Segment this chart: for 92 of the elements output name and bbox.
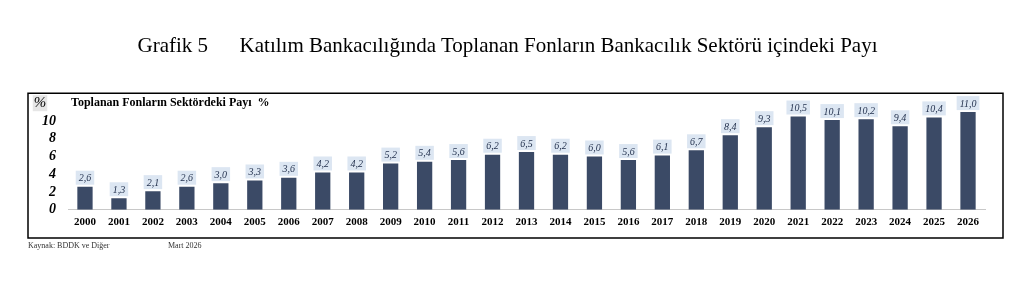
x-tick-label: 2022 bbox=[821, 215, 844, 228]
bar bbox=[145, 191, 161, 210]
bar bbox=[790, 116, 806, 210]
x-tick-label: 2016 bbox=[617, 215, 640, 228]
x-tick-label: 2010 bbox=[413, 215, 437, 228]
bar bbox=[518, 152, 535, 210]
bar bbox=[416, 161, 433, 210]
data-label: 2,1 bbox=[146, 176, 160, 188]
y-tick-label: 4 bbox=[48, 165, 56, 181]
bar bbox=[281, 177, 297, 210]
bar bbox=[450, 160, 467, 210]
data-label: 9,3 bbox=[757, 112, 771, 124]
x-tick-label: 2009 bbox=[379, 215, 403, 228]
bar bbox=[552, 154, 569, 210]
data-label: 6,0 bbox=[588, 142, 601, 154]
bar bbox=[722, 135, 738, 210]
x-tick-label: 2012 bbox=[481, 215, 505, 228]
x-tick-label: 2008 bbox=[345, 215, 369, 228]
bar bbox=[926, 117, 942, 210]
bar bbox=[213, 183, 229, 210]
bar bbox=[349, 172, 365, 210]
data-label: 6,1 bbox=[656, 141, 669, 153]
bar bbox=[620, 160, 637, 210]
data-label: 6,2 bbox=[486, 140, 499, 152]
bar bbox=[77, 186, 93, 210]
y-tick-label: 0 bbox=[49, 201, 56, 217]
bar bbox=[858, 119, 874, 210]
x-tick-label: 2006 bbox=[277, 215, 301, 228]
bar bbox=[247, 180, 263, 210]
bar bbox=[654, 155, 670, 210]
data-label: 11,0 bbox=[959, 97, 977, 109]
data-label: 5,2 bbox=[384, 149, 397, 161]
x-tick-label: 2007 bbox=[311, 215, 335, 228]
chart-subtitle: Toplanan Fonların Sektördeki Payı % bbox=[71, 95, 270, 110]
data-label: 5,4 bbox=[418, 147, 431, 159]
data-label: 6,7 bbox=[690, 135, 704, 147]
x-tick-label: 2026 bbox=[957, 215, 980, 228]
data-label: 2,6 bbox=[180, 172, 194, 184]
bar bbox=[484, 154, 501, 210]
x-tick-label: 2002 bbox=[141, 215, 165, 228]
x-tick-label: 2023 bbox=[855, 215, 878, 228]
x-tick-label: 2020 bbox=[753, 215, 776, 228]
bar bbox=[756, 127, 772, 210]
data-label: 4,2 bbox=[350, 158, 363, 170]
text: Kaynak: BDDK ve Diğer bbox=[28, 241, 110, 251]
x-tick-label: 2013 bbox=[515, 215, 538, 228]
x-tick-label: 2019 bbox=[719, 215, 742, 228]
bar bbox=[960, 112, 976, 210]
x-tick-label: 2003 bbox=[175, 215, 199, 228]
x-tick-label: 2024 bbox=[889, 215, 912, 228]
bar bbox=[315, 172, 331, 210]
x-tick-label: 2017 bbox=[651, 215, 674, 228]
bar bbox=[179, 186, 195, 210]
y-tick-label: 2 bbox=[48, 183, 56, 199]
data-label: 3,3 bbox=[247, 166, 262, 178]
y-tick-label: 10 bbox=[42, 112, 56, 128]
bar bbox=[892, 126, 908, 210]
data-label: 10,1 bbox=[823, 105, 841, 117]
x-tick-label: 2025 bbox=[923, 215, 946, 228]
y-tick-label: 8 bbox=[49, 130, 56, 146]
x-tick-label: 2018 bbox=[685, 215, 708, 228]
bar bbox=[383, 163, 399, 210]
data-label: 10,5 bbox=[789, 102, 807, 114]
data-label: 4,2 bbox=[316, 158, 329, 170]
data-label: 9,4 bbox=[893, 111, 907, 123]
x-tick-label: 2015 bbox=[583, 215, 606, 228]
x-tick-label: 2005 bbox=[243, 215, 267, 228]
x-tick-label: 2014 bbox=[549, 215, 572, 228]
data-label: 3,6 bbox=[281, 163, 296, 175]
bar bbox=[111, 198, 127, 210]
x-tick-label: 2011 bbox=[447, 215, 470, 228]
y-axis-title: % bbox=[33, 94, 47, 111]
y-tick-label: 6 bbox=[49, 148, 56, 164]
data-label: 8,4 bbox=[724, 120, 737, 132]
data-label: 10,4 bbox=[925, 103, 943, 115]
data-label: 5,6 bbox=[452, 145, 465, 157]
data-label: 6,2 bbox=[554, 140, 567, 152]
data-label: 5,6 bbox=[622, 145, 635, 157]
bar bbox=[688, 150, 704, 210]
bar bbox=[586, 156, 603, 210]
data-label: 3,0 bbox=[213, 168, 228, 180]
data-label: 2,6 bbox=[78, 172, 92, 184]
text: Mart 2026 bbox=[168, 241, 202, 251]
chart-title: Grafik 5 Katılım Bankacılığında Toplanan Fonların Bankacılık Sektörü içindeki Payı bbox=[137, 33, 878, 58]
data-label: 1,3 bbox=[112, 183, 126, 195]
x-tick-label: 2001 bbox=[107, 215, 130, 228]
data-label: 10,2 bbox=[857, 104, 875, 116]
data-label: 6,5 bbox=[520, 137, 533, 149]
x-tick-label: 2021 bbox=[787, 215, 810, 228]
x-tick-label: 2000 bbox=[73, 215, 97, 228]
bar bbox=[824, 120, 840, 210]
x-tick-label: 2004 bbox=[209, 215, 233, 228]
